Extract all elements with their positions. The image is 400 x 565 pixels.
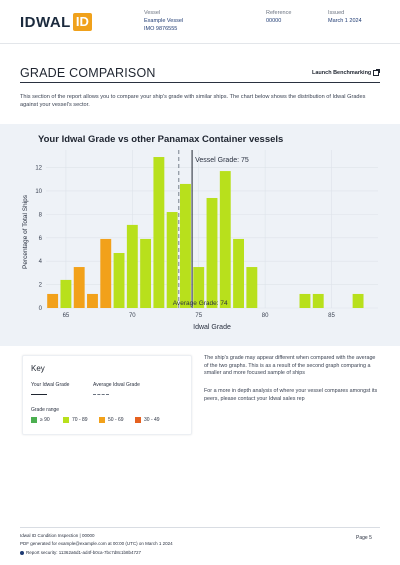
chart-panel bbox=[0, 124, 400, 346]
histogram-bar bbox=[47, 293, 59, 308]
range-label: 50 - 69 bbox=[108, 417, 124, 423]
histogram-bar bbox=[193, 267, 205, 308]
grade-distribution-chart: Average Grade: 74 Vessel Grade: 75 0 2 4 6 8 1… bbox=[22, 150, 378, 331]
range-item-70-89: 70 - 89 bbox=[63, 417, 88, 423]
y-axis-label: Percentage of Total Ships bbox=[22, 194, 29, 269]
histogram-bar bbox=[60, 279, 72, 308]
vessel-label: Vessel bbox=[144, 10, 161, 16]
issued-label: Issued bbox=[328, 10, 345, 16]
launch-benchmarking-label: Launch Benchmarking bbox=[312, 70, 372, 76]
range-label: ≥ 90 bbox=[40, 417, 50, 423]
key-your-grade: Your Idwal Grade bbox=[31, 382, 70, 388]
histogram-bar bbox=[233, 238, 245, 308]
title-divider bbox=[20, 82, 380, 83]
key-card: Key Your Idwal Grade Average Idwal Grade… bbox=[22, 355, 192, 435]
histogram-bar bbox=[113, 252, 125, 308]
solid-line-swatch bbox=[31, 394, 47, 395]
swatch-90-plus bbox=[31, 417, 37, 423]
page-number: Page 5 bbox=[356, 535, 372, 541]
histogram-bar bbox=[219, 171, 231, 308]
y-tick-label: 12 bbox=[35, 166, 42, 172]
footer-security: Report security: 11362a6d1-ad4f-b0ca-7bc… bbox=[20, 550, 141, 555]
external-link-icon bbox=[373, 69, 381, 76]
reference-label: Reference bbox=[266, 10, 292, 16]
vessel-imo: IMO 9876555 bbox=[144, 26, 178, 32]
range-label: 30 - 49 bbox=[144, 417, 160, 423]
vessel-name: Example Vessel bbox=[144, 18, 184, 24]
x-tick-label: 80 bbox=[262, 313, 269, 319]
histogram-bar bbox=[299, 293, 311, 308]
y-tick-label: 0 bbox=[39, 306, 43, 312]
report-header: IDWAL ID Vessel Example Vessel IMO 98765… bbox=[0, 0, 400, 44]
intro-text: This section of the report allows you to… bbox=[20, 94, 366, 108]
range-item-30-49: 30 - 49 bbox=[135, 417, 160, 423]
histogram-bar bbox=[126, 224, 138, 308]
note-grade-difference: The ship's grade may appear different wh… bbox=[204, 355, 376, 377]
swatch-70-89 bbox=[63, 417, 69, 423]
vessel-grade-label: Vessel Grade: 75 bbox=[195, 157, 249, 164]
y-tick-label: 8 bbox=[39, 212, 43, 218]
y-tick-label: 2 bbox=[39, 283, 43, 289]
swatch-30-49 bbox=[135, 417, 141, 423]
footer-security-text: Report security: 11362a6d1-ad4f-b0ca-7bc… bbox=[26, 550, 141, 555]
x-tick-label: 85 bbox=[328, 313, 335, 319]
histogram-bar bbox=[312, 293, 324, 308]
idwal-logo: IDWAL ID bbox=[20, 12, 92, 32]
footer-generated: PDF generated for example@example.com at… bbox=[20, 541, 173, 546]
x-tick-label: 75 bbox=[195, 313, 202, 319]
histogram-bar bbox=[352, 293, 364, 308]
reference-value: 00000 bbox=[266, 18, 282, 24]
y-tick-label: 6 bbox=[39, 236, 43, 242]
logo-box: ID bbox=[72, 13, 92, 31]
reference-meta: Reference 00000 bbox=[266, 9, 291, 25]
note-contact-sales: For a more in depth analysis of where yo… bbox=[204, 388, 378, 402]
histogram-bar bbox=[87, 293, 98, 308]
footer-inspection: Idwal ID Condition Inspection | 00000 bbox=[20, 533, 95, 538]
chart-title: Your Idwal Grade vs other Panamax Contai… bbox=[38, 134, 284, 145]
average-grade-label: Average Grade: 74 bbox=[173, 300, 228, 307]
vessel-meta: Vessel Example Vessel IMO 9876555 bbox=[144, 9, 183, 33]
y-tick-label: 10 bbox=[35, 189, 42, 195]
histogram-bar bbox=[206, 197, 218, 308]
logo-text: IDWAL bbox=[20, 13, 71, 31]
histogram-bar bbox=[166, 212, 178, 308]
x-axis-label: Idwal Grade bbox=[193, 324, 231, 331]
issued-value: March 1 2024 bbox=[328, 18, 362, 24]
footer-divider bbox=[20, 527, 380, 528]
histogram-bar bbox=[246, 267, 258, 308]
issued-meta: Issued March 1 2024 bbox=[328, 9, 362, 25]
x-tick-label: 70 bbox=[129, 313, 136, 319]
x-tick-label: 65 bbox=[63, 313, 70, 319]
security-icon bbox=[20, 550, 24, 555]
grade-range-label: Grade range bbox=[31, 407, 60, 413]
launch-benchmarking-link[interactable]: Launch Benchmarking bbox=[312, 69, 381, 76]
key-title: Key bbox=[31, 364, 45, 373]
range-label: 70 - 89 bbox=[72, 417, 88, 423]
range-item-90-plus: ≥ 90 bbox=[31, 417, 50, 423]
histogram-bar bbox=[179, 183, 191, 308]
dashed-line-swatch bbox=[93, 394, 109, 395]
histogram-bar bbox=[73, 267, 85, 308]
y-tick-label: 4 bbox=[39, 259, 43, 265]
histogram-bar bbox=[153, 157, 165, 308]
swatch-50-69 bbox=[99, 417, 105, 423]
histogram-bar bbox=[140, 238, 152, 308]
range-item-50-69: 50 - 69 bbox=[99, 417, 124, 423]
histogram-bar bbox=[100, 238, 112, 308]
page-title: GRADE COMPARISON bbox=[20, 66, 156, 80]
key-average-grade: Average Idwal Grade bbox=[93, 382, 140, 388]
